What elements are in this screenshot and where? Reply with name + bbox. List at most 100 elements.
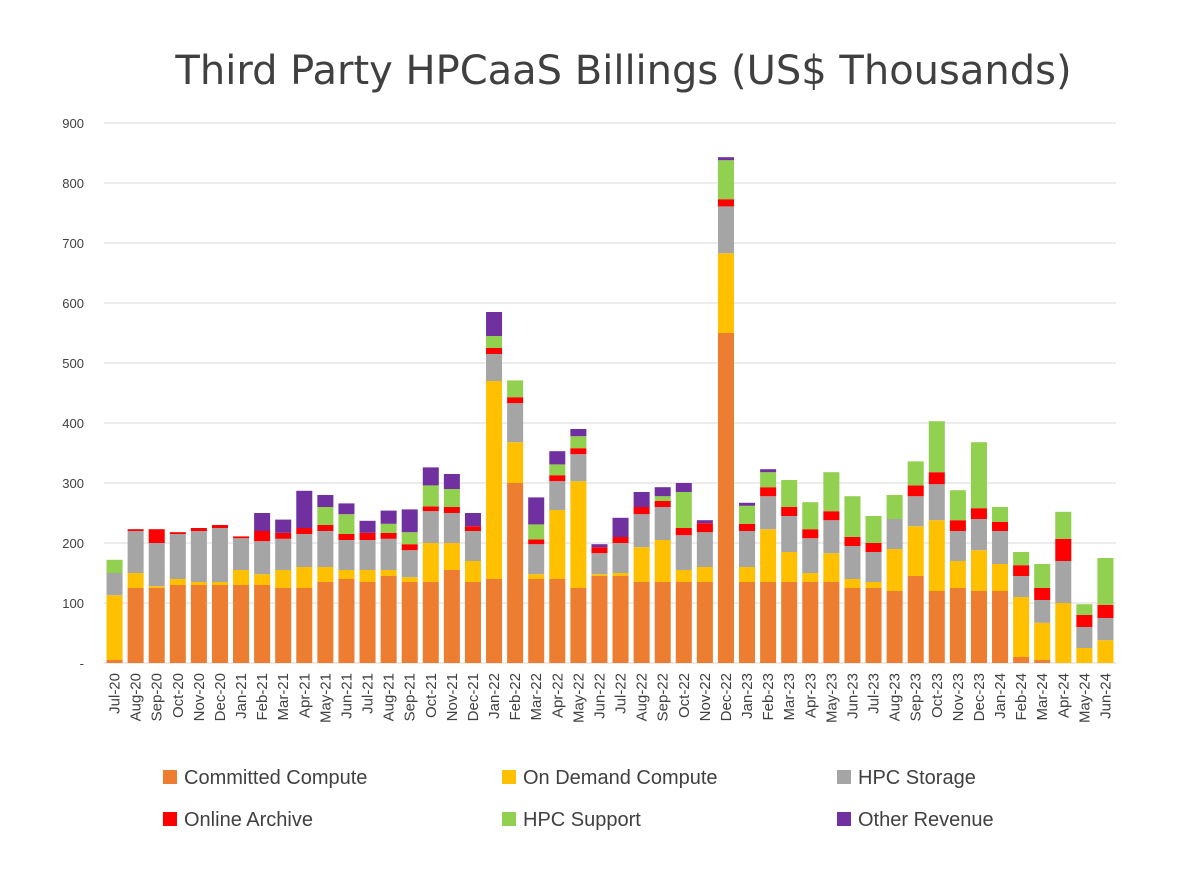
bar-segment — [549, 510, 566, 579]
bar-segment — [907, 485, 924, 497]
bar-segment — [233, 538, 250, 570]
bar-segment — [612, 517, 629, 537]
bar-segment — [992, 591, 1009, 663]
gridlines — [104, 122, 1116, 664]
bar-segment — [654, 496, 671, 501]
bar-segment — [507, 483, 524, 663]
x-tick-label: Jun-24 — [1097, 673, 1114, 719]
x-tick-label: Aug-20 — [128, 673, 145, 721]
bar-segment — [570, 588, 587, 663]
bar-segment — [886, 495, 903, 519]
bar-segment — [739, 531, 756, 567]
bar-segment — [148, 529, 165, 543]
bar-segment — [127, 573, 144, 588]
bar-segment — [296, 534, 313, 567]
x-tick-label: Dec-20 — [212, 673, 229, 721]
x-tick-label: Feb-21 — [254, 673, 271, 721]
bar-segment — [781, 480, 798, 507]
x-tick-label: Apr-24 — [1055, 673, 1072, 718]
x-tick-label: Sep-20 — [149, 673, 166, 721]
bar-segment — [486, 348, 503, 354]
bar-segment — [1013, 576, 1030, 597]
bar-segment — [422, 582, 439, 663]
bar-segment — [675, 483, 692, 492]
bar-segment — [296, 588, 313, 663]
legend-swatch — [163, 770, 177, 784]
bar-segment — [760, 496, 777, 530]
x-tick-label: Mar-22 — [528, 673, 545, 721]
x-tick-label: Feb-24 — [1013, 673, 1030, 721]
bar-segment — [760, 529, 777, 582]
bar-segment — [865, 543, 882, 552]
bar-segment — [612, 543, 629, 573]
bar-segment — [148, 588, 165, 663]
y-tick-label: 400 — [62, 416, 84, 431]
x-tick-label: Feb-22 — [507, 673, 524, 721]
bar-segment — [106, 660, 123, 663]
bar-segment — [169, 534, 186, 579]
y-tick-label: 300 — [62, 476, 84, 491]
bar-segment — [127, 588, 144, 663]
x-tick-label: Nov-23 — [950, 673, 967, 721]
bar-segment — [844, 546, 861, 579]
bar-segment — [401, 532, 418, 545]
bar-segment — [1013, 657, 1030, 663]
bar-segment — [1097, 558, 1114, 605]
bar-segment — [717, 253, 734, 333]
bar-segment — [254, 574, 271, 585]
bar-segment — [633, 507, 650, 515]
bar-segment — [275, 570, 292, 588]
bar-segment — [675, 570, 692, 582]
bar-segment — [1076, 627, 1093, 648]
bar-segment — [844, 588, 861, 663]
bar-segment — [464, 582, 481, 663]
bar-segment — [317, 495, 334, 507]
legend-label: Other Revenue — [858, 809, 994, 831]
legend-label: HPC Support — [523, 809, 641, 831]
bar-segment — [928, 520, 945, 591]
bar-segment — [211, 528, 228, 582]
bar-segment — [844, 496, 861, 537]
bar-segment — [106, 559, 123, 573]
x-tick-label: Oct-22 — [676, 673, 693, 718]
bar-segment — [380, 576, 397, 663]
bar-segment — [1097, 618, 1114, 641]
bar-segment — [739, 502, 756, 506]
bar-segment — [654, 501, 671, 507]
x-tick-label: Aug-22 — [634, 673, 651, 721]
bar-segment — [422, 511, 439, 543]
bar-segment — [549, 475, 566, 482]
bar-segment — [844, 579, 861, 588]
bar-segment — [760, 487, 777, 497]
bar-segment — [1055, 511, 1072, 539]
bar-segment — [781, 516, 798, 552]
bar-segment — [570, 429, 587, 437]
bar-segment — [823, 472, 840, 512]
bar-segment — [1013, 597, 1030, 657]
bar-segment — [443, 543, 460, 570]
bar-segment — [949, 561, 966, 588]
bar-segment — [528, 524, 545, 540]
bar-segment — [507, 380, 524, 398]
bar-segment — [760, 472, 777, 488]
bar-segment — [486, 336, 503, 348]
legend: Committed Compute On Demand Compute HPC St… — [163, 767, 994, 831]
bar-segment — [296, 567, 313, 588]
x-tick-label: Jul-23 — [866, 673, 883, 714]
y-tick-label: 600 — [62, 296, 84, 311]
bar-segment — [422, 467, 439, 486]
x-tick-label: Dec-21 — [465, 673, 482, 721]
bar-segment — [127, 529, 144, 531]
y-tick-label: 500 — [62, 356, 84, 371]
bar-segment — [992, 564, 1009, 591]
x-tick-label: Jul-22 — [613, 673, 630, 714]
bar-segment — [739, 582, 756, 663]
bar-segment — [907, 576, 924, 663]
bar-segment — [886, 591, 903, 663]
bar-segment — [507, 397, 524, 404]
bar-segment — [907, 526, 924, 576]
bar-segment — [359, 582, 376, 663]
bar-segment — [464, 526, 481, 531]
bar-segment — [1076, 615, 1093, 627]
